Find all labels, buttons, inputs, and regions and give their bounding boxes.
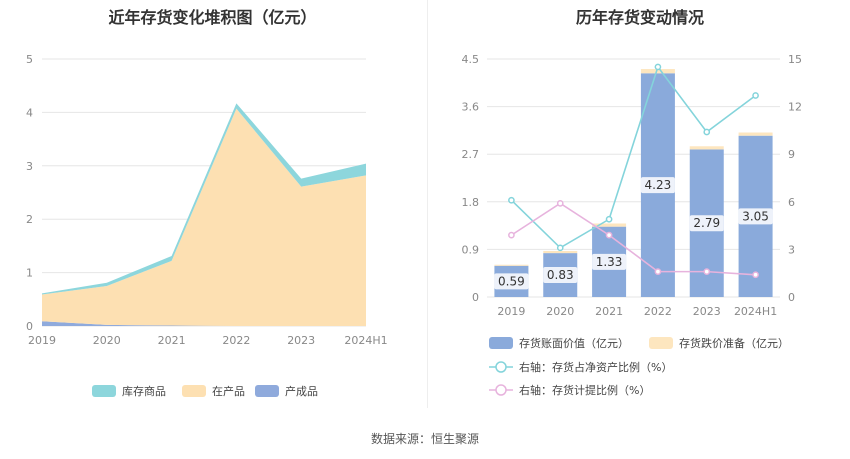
x-tick-label: 2022	[644, 305, 672, 318]
legend-label: 在产品	[212, 384, 245, 398]
legend-label: 右轴：存货占净资产比例（%）	[519, 360, 672, 374]
line-point	[703, 268, 711, 275]
bar-provision	[738, 132, 773, 136]
bar-provision	[689, 146, 724, 150]
right-chart-title: 历年存货变动情况	[575, 8, 704, 27]
legend-swatch	[182, 385, 206, 397]
line-provision-ratio	[510, 202, 756, 276]
legend-label: 库存商品	[122, 384, 166, 398]
x-tick-label: 2019	[497, 305, 525, 318]
y-tick-label-right: 15	[788, 53, 802, 66]
legend-marker	[495, 361, 507, 373]
y-tick-label: 1	[26, 267, 33, 280]
y-tick-label: 5	[26, 53, 33, 66]
y-tick-label-left: 1.8	[462, 196, 480, 209]
data-label-bg	[689, 215, 724, 232]
y-tick-label-left: 4.5	[462, 53, 480, 66]
bar-provision	[494, 264, 529, 266]
data-label-bg	[494, 273, 529, 290]
x-tick-label: 2021	[595, 305, 623, 318]
legend-label: 存货账面价值（亿元）	[519, 336, 629, 350]
legend-swatch	[92, 385, 116, 397]
line-point	[752, 271, 759, 279]
bar-data-label: 0.59	[498, 274, 525, 288]
inventory-combo-chart: 0 0.9 1.8 2.7 3.6 4.5 0 3 6 9 12 15 2019 2020 2021 2022…	[462, 53, 803, 397]
line-net-asset-ratio	[510, 65, 757, 249]
bar-data-label: 2.79	[693, 216, 720, 230]
legend-swatch	[489, 337, 513, 349]
data-label-bg	[592, 253, 627, 270]
left-chart-title: 近年存货变化堆积图（亿元）	[108, 8, 317, 27]
legend-swatch	[255, 385, 279, 397]
y-tick-label-left: 0	[472, 291, 479, 304]
x-tick-label: 2020	[93, 334, 121, 347]
bar-data-label: 1.33	[596, 255, 623, 269]
bar-data-label: 3.05	[742, 209, 769, 223]
y-tick-label-left: 3.6	[462, 101, 480, 114]
x-tick-label: 2024H1	[734, 305, 777, 318]
y-tick-label: 2	[26, 213, 33, 226]
legend-label: 存货跌价准备（亿元）	[679, 336, 789, 350]
chart-divider	[427, 0, 428, 408]
x-tick-label: 2023	[287, 334, 315, 347]
y-tick-label: 3	[26, 160, 33, 173]
line-point	[654, 268, 662, 275]
x-tick-label: 2020	[546, 305, 574, 318]
area-work-in-progress	[42, 108, 366, 326]
y-tick-label-left: 0.9	[462, 243, 480, 256]
x-tick-label: 2019	[28, 334, 56, 347]
line-point	[556, 200, 564, 207]
line-point	[508, 231, 515, 239]
y-tick-label: 0	[26, 320, 33, 333]
data-label-bg	[640, 177, 675, 194]
data-source: 数据来源：恒生聚源	[370, 432, 479, 446]
legend-swatch	[649, 337, 673, 349]
area-products	[42, 321, 366, 326]
x-tick-label: 2024H1	[344, 334, 387, 347]
legend-label: 右轴：存货计提比例（%）	[519, 383, 650, 397]
y-tick-label-right: 12	[788, 101, 802, 114]
data-label-bg	[738, 208, 773, 225]
line-point	[556, 244, 564, 252]
line-point	[605, 215, 613, 223]
x-tick-label: 2022	[222, 334, 250, 347]
line-point	[605, 231, 613, 239]
y-tick-label-right: 0	[788, 291, 795, 304]
bar-provision	[543, 250, 578, 254]
line-point	[654, 63, 662, 71]
y-tick-label-left: 2.7	[462, 148, 480, 161]
data-label-bg	[543, 267, 578, 284]
bar-provision	[640, 69, 675, 74]
legend-label: 产成品	[285, 384, 318, 398]
x-tick-label: 2021	[158, 334, 186, 347]
legend-marker	[495, 384, 507, 396]
stacked-area-chart: 0 1 2 3 4 5 2019 2020 2021 2022 2023 2024H1 库存商品 在产品 产…	[26, 53, 388, 398]
line-point	[752, 92, 759, 99]
x-tick-label: 2023	[693, 305, 721, 318]
y-tick-label-right: 3	[788, 243, 795, 256]
line-point	[703, 128, 711, 136]
line-point	[508, 196, 515, 204]
bar-provision	[592, 223, 627, 227]
bar-data-label: 4.23	[645, 178, 672, 192]
y-tick-label-right: 9	[788, 148, 795, 161]
y-tick-label: 4	[26, 106, 33, 119]
y-tick-label-right: 6	[788, 196, 795, 209]
bar-data-label: 0.83	[547, 268, 574, 282]
